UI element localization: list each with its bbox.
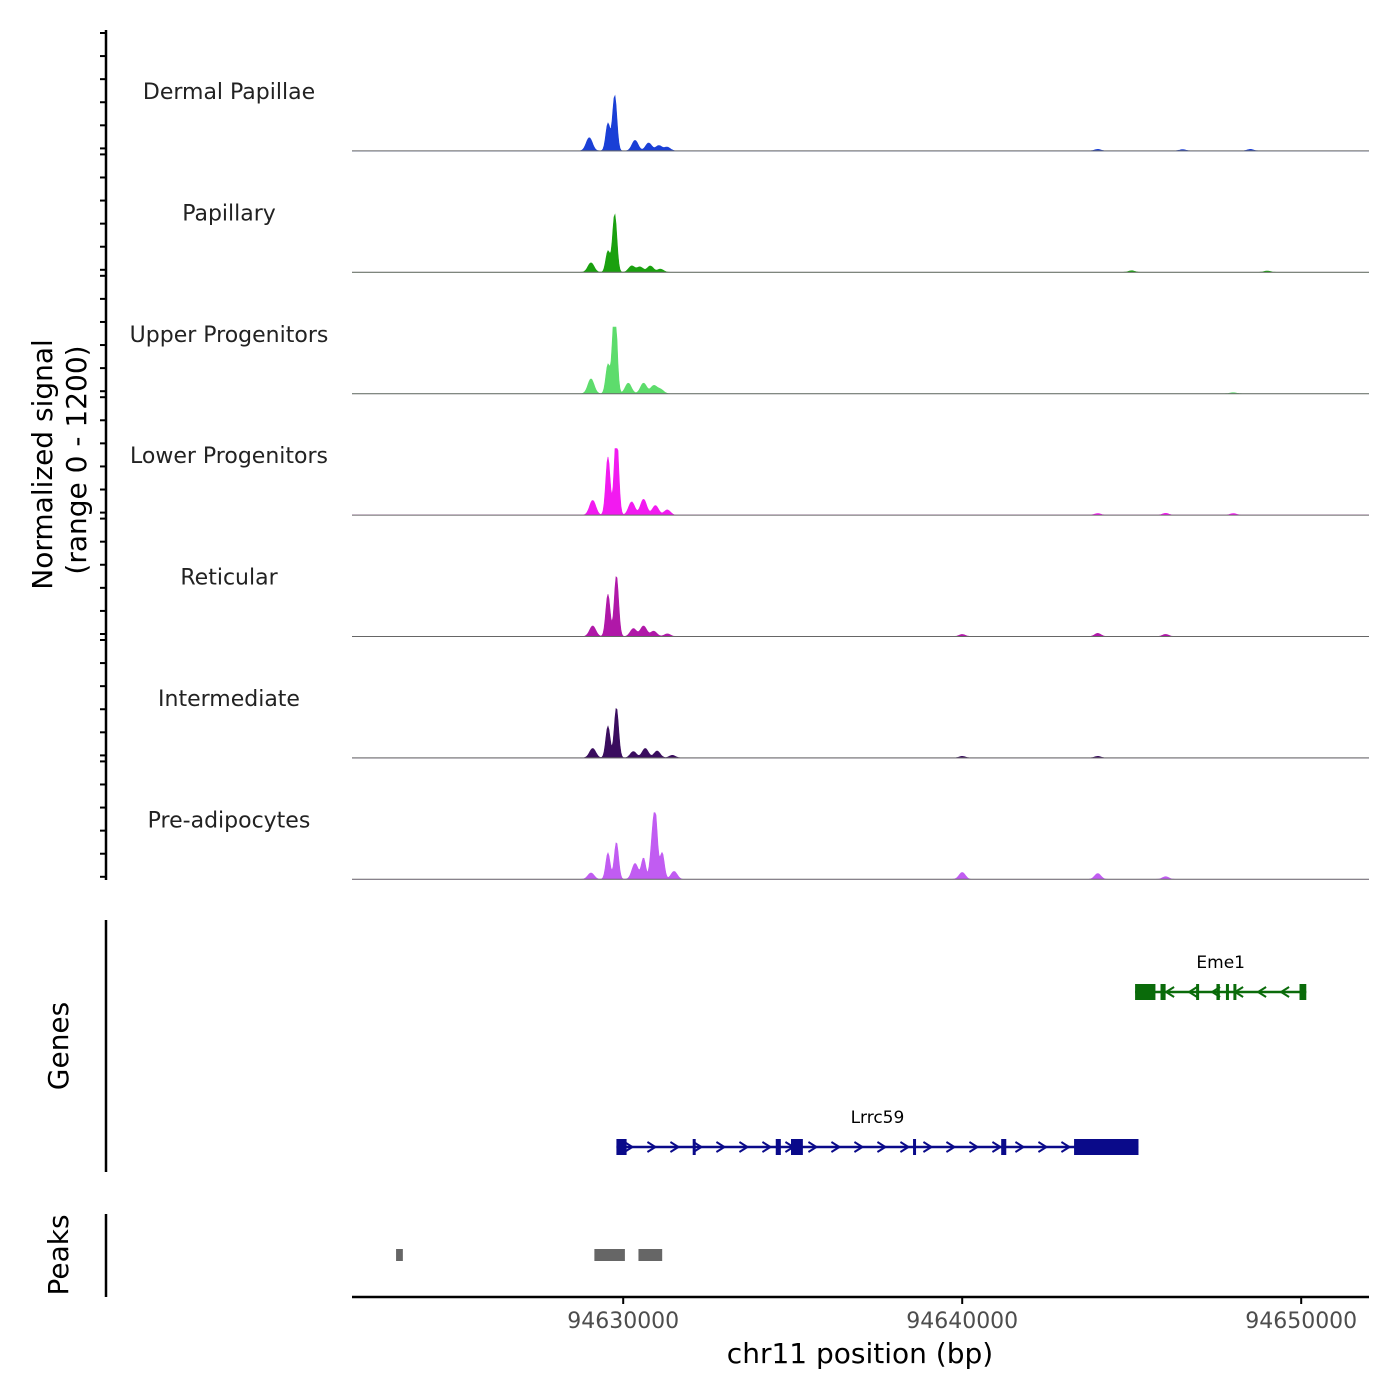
- exon-lrrc59: [913, 1139, 917, 1155]
- y-axis-title-line-2: (range 0 - 1200): [60, 345, 93, 574]
- track-pre-adipocytes: Pre-adipocytes: [148, 808, 1369, 880]
- strand-arrow: [899, 1141, 911, 1153]
- exon-eme1: [1233, 984, 1237, 1000]
- gene-label-eme1: Eme1: [1196, 953, 1245, 973]
- peak-track: [104, 1214, 663, 1297]
- x-axis: 94630000 94640000 94650000: [352, 1295, 1369, 1334]
- peak-region: [396, 1249, 403, 1261]
- track-label-intermediate: Intermediate: [158, 687, 300, 712]
- x-tick-label: 94650000: [1245, 1309, 1357, 1334]
- strand-arrow: [1037, 1141, 1049, 1153]
- strand-arrow: [692, 1141, 704, 1153]
- strand-arrow: [1256, 986, 1267, 998]
- strand-arrow: [968, 1141, 980, 1153]
- strand-arrow: [853, 1141, 865, 1153]
- x-tick-label: 94630000: [567, 1309, 679, 1334]
- exon-eme1: [1160, 984, 1166, 1000]
- exon-eme1: [1216, 984, 1220, 1000]
- exon-eme1: [1299, 984, 1307, 1000]
- track-papillary: Papillary: [182, 201, 1369, 273]
- track-label-pre-adipocytes: Pre-adipocytes: [148, 808, 311, 833]
- strand-arrow: [623, 1141, 635, 1153]
- genes-track-title: Genes: [42, 1002, 75, 1090]
- strand-arrow: [876, 1141, 888, 1153]
- strand-arrow: [807, 1141, 819, 1153]
- strand-arrow: [1187, 986, 1198, 998]
- y-axis-title-line-1: Normalized signal: [26, 339, 59, 590]
- strand-arrow: [1014, 1141, 1026, 1153]
- track-dermal-papillae: Dermal Papillae: [143, 80, 1369, 152]
- signal-tracks: Dermal Papillae Papillary Upper Progenitor…: [130, 80, 1369, 880]
- track-intermediate: Intermediate: [158, 687, 1369, 759]
- exon-eme1: [1196, 984, 1200, 1000]
- exon-lrrc59: [616, 1139, 627, 1155]
- gene-lrrc59: Lrrc59: [616, 1108, 1139, 1155]
- peak-region: [594, 1249, 625, 1261]
- signal-area-intermediate: [352, 708, 1369, 759]
- strand-arrow: [646, 1141, 658, 1153]
- strand-arrow: [761, 1141, 773, 1153]
- track-upper-progenitors: Upper Progenitors: [130, 323, 1369, 395]
- signal-area-papillary: [352, 213, 1369, 273]
- track-lower-progenitors: Lower Progenitors: [130, 444, 1369, 516]
- gene-track: Eme1 Lrrc59: [104, 920, 1307, 1172]
- signal-area-lower-progenitors: [352, 448, 1369, 516]
- signal-area-reticular: [352, 576, 1369, 637]
- y-axis-title: Normalized signal (range 0 - 1200): [26, 330, 93, 589]
- track-reticular: Reticular: [180, 566, 1369, 637]
- signal-area-dermal-papillae: [352, 94, 1369, 152]
- gene-eme1: Eme1: [1135, 953, 1307, 1000]
- strand-arrow: [1164, 986, 1175, 998]
- exon-lrrc59: [775, 1139, 781, 1155]
- strand-arrow: [1060, 1141, 1072, 1153]
- exon-lrrc59: [692, 1139, 696, 1155]
- strand-arrow: [738, 1141, 750, 1153]
- gene-label-lrrc59: Lrrc59: [851, 1108, 905, 1128]
- exon-eme1: [1135, 984, 1156, 1000]
- strand-arrow: [945, 1141, 957, 1153]
- signal-y-axis: [100, 30, 108, 880]
- exon-eme1: [1225, 984, 1229, 1000]
- peak-region: [638, 1249, 663, 1261]
- track-label-reticular: Reticular: [180, 566, 278, 591]
- strand-arrow: [669, 1141, 681, 1153]
- strand-arrow: [715, 1141, 727, 1153]
- track-label-dermal-papillae: Dermal Papillae: [143, 80, 315, 105]
- exon-lrrc59: [791, 1139, 803, 1155]
- signal-area-upper-progenitors: [352, 326, 1369, 394]
- strand-arrow: [991, 1141, 1003, 1153]
- x-tick-label: 94640000: [906, 1309, 1018, 1334]
- track-label-papillary: Papillary: [182, 201, 276, 226]
- x-axis-title: chr11 position (bp): [727, 1337, 993, 1370]
- strand-arrow: [922, 1141, 934, 1153]
- strand-arrow: [1279, 986, 1290, 998]
- track-label-upper-progenitors: Upper Progenitors: [130, 323, 329, 348]
- peaks-track-title: Peaks: [42, 1214, 75, 1295]
- exon-lrrc59: [1001, 1139, 1007, 1155]
- strand-arrow: [830, 1141, 842, 1153]
- exon-lrrc59: [1074, 1139, 1139, 1155]
- signal-area-pre-adipocytes: [352, 812, 1369, 880]
- track-label-lower-progenitors: Lower Progenitors: [130, 444, 328, 469]
